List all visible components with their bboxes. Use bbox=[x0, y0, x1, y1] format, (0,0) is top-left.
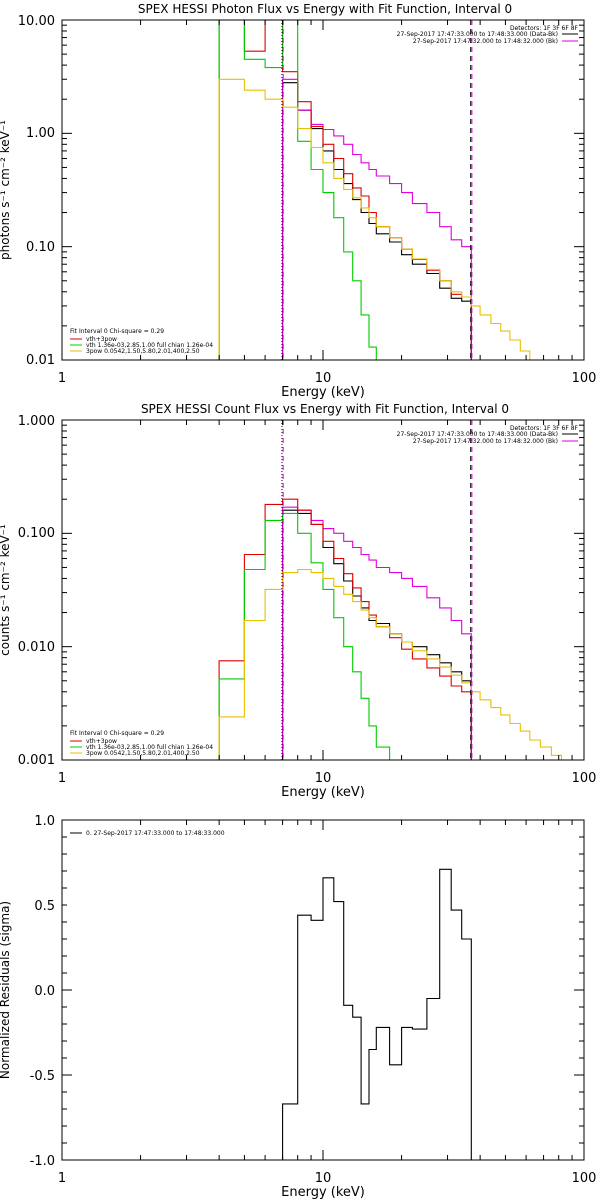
series-line bbox=[282, 868, 472, 1160]
detectors-label: Detectors: 1F 3F 6F 8F bbox=[510, 25, 579, 32]
x-tick-label: 1 bbox=[58, 1171, 66, 1186]
y-tick-label: 10.00 bbox=[18, 14, 55, 29]
axis-ticks bbox=[61, 419, 584, 761]
y-tick-label: 0.100 bbox=[18, 526, 55, 541]
count-flux-panel: SPEX HESSI Count Flux vs Energy with Fit… bbox=[0, 402, 596, 800]
x-axis-label: Energy (keV) bbox=[281, 785, 365, 800]
y-tick-label: 0.001 bbox=[18, 753, 55, 768]
y-tick-label: 0.010 bbox=[18, 640, 55, 655]
legend-right-entry: 27-Sep-2017 17:47:32.000 to 17:48:32.000… bbox=[413, 38, 558, 45]
series-line bbox=[218, 498, 472, 760]
legend-right-entry: 27-Sep-2017 17:47:33.000 to 17:48:33.000… bbox=[397, 31, 558, 38]
x-tick-label: 10 bbox=[315, 771, 332, 786]
y-tick-label: 0.0 bbox=[34, 984, 55, 999]
x-tick-label: 1 bbox=[58, 371, 66, 386]
legend-left-header: Fit Interval 0 Chi-square = 0.29 bbox=[70, 328, 164, 335]
x-tick-label: 100 bbox=[572, 771, 597, 786]
x-tick-label: 10 bbox=[315, 371, 332, 386]
y-axis-label: counts s⁻¹ cm⁻² keV⁻¹ bbox=[0, 524, 12, 656]
x-tick-label: 100 bbox=[572, 371, 597, 386]
legend-left-entry: 3pow 0.0542,1.50,5.80,2.01,400,2.50 bbox=[86, 750, 200, 757]
y-axis-label: photons s⁻¹ cm⁻² keV⁻¹ bbox=[0, 120, 12, 260]
panel-title: SPEX HESSI Count Flux vs Energy with Fit… bbox=[141, 402, 509, 416]
x-tick-label: 100 bbox=[572, 1171, 597, 1186]
series-line bbox=[218, 78, 541, 360]
series-line bbox=[218, 568, 573, 760]
plot-frame bbox=[61, 419, 585, 761]
y-tick-label: 1.0 bbox=[34, 814, 55, 829]
x-axis-label: Energy (keV) bbox=[281, 385, 365, 400]
panel-title: SPEX HESSI Photon Flux vs Energy with Fi… bbox=[138, 2, 512, 16]
legend-left-entry: 3pow 0.0542,1.50,5.80,2.01,400,2.50 bbox=[86, 348, 200, 355]
legend-left-entry: vth+3pow bbox=[86, 336, 117, 343]
x-tick-label: 10 bbox=[315, 1171, 332, 1186]
marker-lines bbox=[281, 420, 473, 760]
photon-flux-panel: SPEX HESSI Photon Flux vs Energy with Fi… bbox=[0, 2, 596, 400]
axis-ticks bbox=[61, 819, 584, 1161]
y-axis-label: Normalized Residuals (sigma) bbox=[0, 901, 12, 1079]
legend-left-entry: vth 1.36e-03,2.85,1.00 full chian 1.26e-… bbox=[86, 342, 213, 349]
series-line bbox=[282, 506, 472, 760]
y-tick-label: 1.000 bbox=[18, 414, 55, 429]
x-axis-label: Energy (keV) bbox=[281, 1185, 365, 1200]
series-group bbox=[282, 868, 472, 1160]
x-tick-label: 1 bbox=[58, 771, 66, 786]
legend-left-entry: 0. 27-Sep-2017 17:47:33.000 to 17:48:33.… bbox=[86, 830, 225, 837]
legend-right-entry: 27-Sep-2017 17:47:33.000 to 17:48:33.000… bbox=[397, 431, 558, 438]
y-tick-label: 0.5 bbox=[34, 899, 55, 914]
legend-left-header: Fit Interval 0 Chi-square = 0.29 bbox=[70, 730, 164, 737]
series-line bbox=[218, 20, 472, 360]
series-group bbox=[218, 20, 541, 360]
series-group bbox=[218, 498, 573, 760]
y-tick-label: 0.10 bbox=[26, 240, 55, 255]
series-line bbox=[218, 512, 402, 760]
y-tick-label: 0.01 bbox=[26, 353, 55, 368]
y-tick-label: -1.0 bbox=[30, 1154, 55, 1169]
series-line bbox=[282, 78, 472, 360]
legend-right-entry: 27-Sep-2017 17:47:32.000 to 17:48:32.000… bbox=[413, 438, 558, 445]
marker-lines bbox=[281, 20, 473, 360]
legend-left-entry: vth+3pow bbox=[86, 738, 117, 745]
series-line bbox=[218, 20, 377, 360]
detectors-label: Detectors: 1F 3F 6F 8F bbox=[510, 425, 579, 432]
axis-ticks bbox=[61, 19, 584, 361]
residuals-panel: 1 10 100 -1.0 -0.5 0.0 0.5 1.0 Energy (k… bbox=[0, 814, 596, 1200]
plot-frame bbox=[61, 819, 585, 1161]
y-tick-label: -0.5 bbox=[30, 1069, 55, 1084]
y-tick-label: 1.00 bbox=[26, 126, 55, 141]
series-line bbox=[282, 82, 472, 360]
legend-left-entry: vth 1.36e-03,2.85,1.00 full chian 1.26e-… bbox=[86, 744, 213, 751]
